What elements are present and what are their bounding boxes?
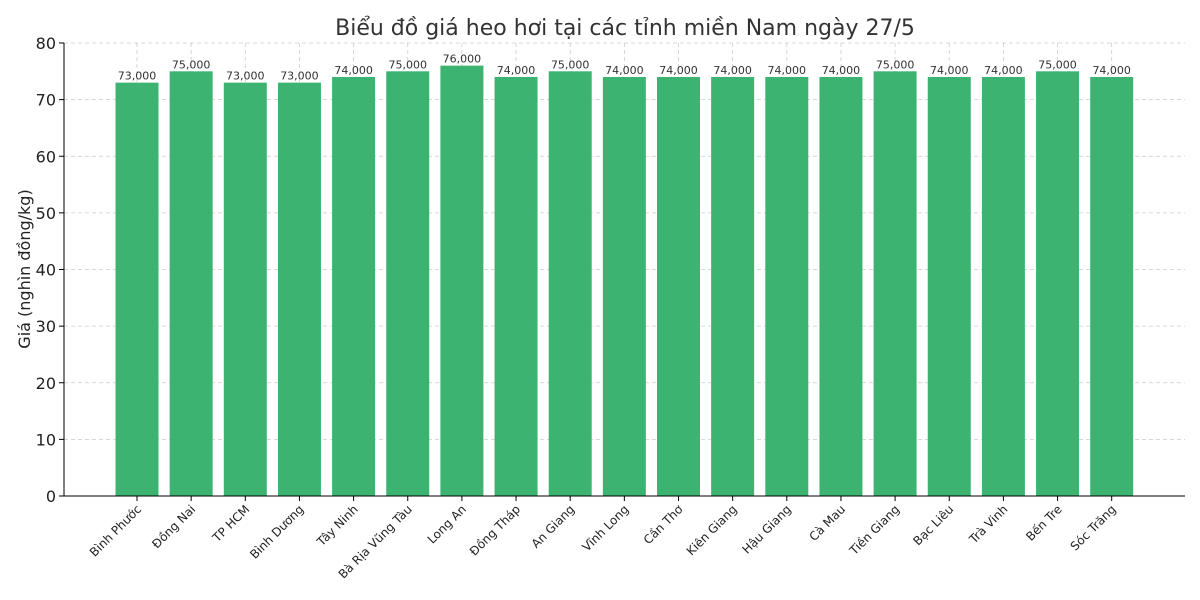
y-tick-label: 10	[36, 430, 56, 449]
x-tick-label: Đồng Tháp	[467, 502, 523, 558]
data-label: 75,000	[389, 58, 428, 71]
bar	[1090, 76, 1134, 496]
x-tick-label: Bình Dương	[247, 502, 306, 561]
y-tick-label: 20	[36, 374, 56, 393]
data-label: 74,000	[497, 64, 536, 77]
x-tick-label: Bạc Liêu	[910, 502, 956, 548]
data-label: 73,000	[280, 70, 319, 83]
bar	[819, 76, 863, 496]
data-labels: 73,000 75,000 73,000 73,000 74,000 75,000 76,0…	[118, 53, 1131, 83]
data-label: 75,000	[1038, 58, 1077, 71]
bar	[765, 76, 809, 496]
chart-title: Biểu đồ giá heo hơi tại các tỉnh miền Na…	[335, 16, 915, 41]
x-tick-label: Trà Vinh	[966, 502, 1011, 547]
x-tick-label: Bến Tre	[1023, 502, 1064, 543]
data-label: 74,000	[334, 64, 373, 77]
bar	[873, 71, 917, 496]
y-axis-label: Giá (nghìn đồng/kg)	[15, 189, 34, 348]
y-tick-label: 60	[36, 147, 56, 166]
x-tick-label: Cà Mau	[806, 502, 848, 544]
bar	[115, 82, 159, 496]
y-tick-label: 40	[36, 261, 56, 280]
bars	[115, 65, 1134, 497]
bar	[981, 76, 1025, 496]
data-label: 74,000	[1092, 64, 1131, 77]
x-tick-label: TP HCM	[209, 502, 252, 545]
y-tick-label: 80	[36, 34, 56, 53]
bar	[277, 82, 321, 496]
bar	[169, 71, 213, 496]
bar	[657, 76, 700, 496]
x-tick-label: Long An	[425, 502, 469, 546]
y-tick-label: 50	[36, 204, 56, 223]
x-tick-label: Hậu Giang	[739, 502, 793, 556]
y-tick-label: 30	[36, 317, 56, 336]
data-label: 76,000	[443, 53, 482, 66]
y-tick-labels: 0 10 20 30 40 50 60 70 80	[36, 34, 56, 506]
data-label: 75,000	[876, 58, 915, 71]
x-tick-label: Tây Ninh	[314, 502, 361, 549]
data-label: 75,000	[551, 58, 590, 71]
x-tick-label: Bình Phước	[87, 502, 144, 559]
data-label: 74,000	[768, 64, 807, 77]
axes	[59, 42, 1185, 501]
y-tick-label: 70	[36, 91, 56, 110]
data-label: 74,000	[659, 64, 698, 77]
bar	[548, 71, 592, 496]
bar	[602, 76, 646, 496]
bar	[494, 76, 538, 496]
data-label: 74,000	[930, 64, 969, 77]
data-label: 74,000	[713, 64, 752, 77]
x-tick-label: Cần Thơ	[641, 502, 686, 547]
data-label: 73,000	[226, 70, 265, 83]
bar	[711, 76, 755, 496]
x-tick-label: Kiên Giang	[684, 502, 740, 558]
bar	[332, 76, 376, 496]
data-label: 74,000	[984, 64, 1023, 77]
bar	[927, 76, 971, 496]
x-tick-label: Sóc Trăng	[1068, 502, 1119, 553]
x-tick-label: An Giang	[529, 502, 578, 551]
data-label: 74,000	[605, 64, 644, 77]
bar	[223, 82, 267, 496]
x-tick-label: Tiền Giang	[846, 502, 902, 558]
data-label: 73,000	[118, 70, 157, 83]
x-tick-label: Vĩnh Long	[579, 502, 631, 554]
data-label: 74,000	[822, 64, 861, 77]
bar	[386, 71, 430, 496]
bar	[1036, 71, 1080, 496]
data-label: 75,000	[172, 58, 211, 71]
y-tick-label: 0	[46, 487, 56, 506]
x-tick-label: Đồng Nai	[149, 502, 198, 551]
bar	[440, 65, 484, 497]
